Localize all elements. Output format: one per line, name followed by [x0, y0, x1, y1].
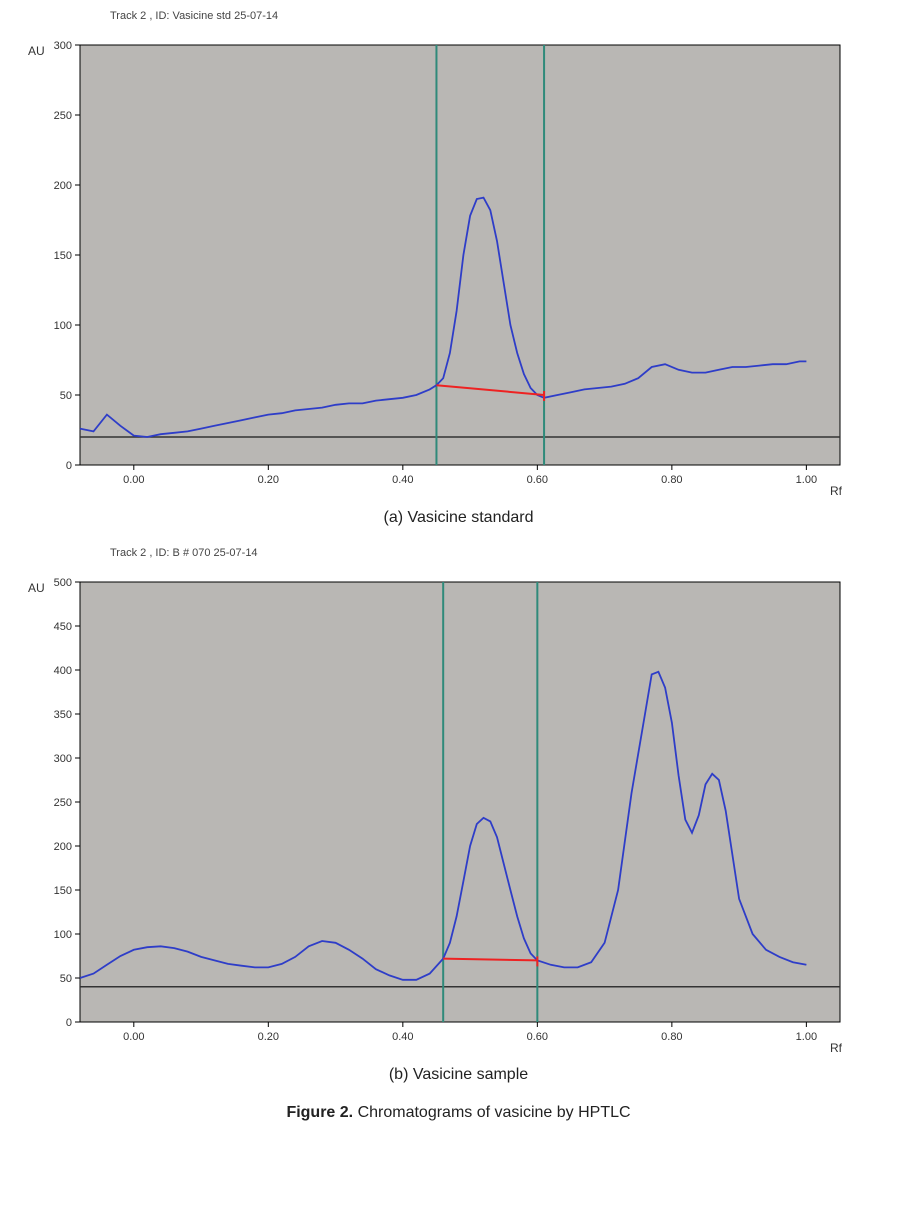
svg-text:0.80: 0.80 [661, 474, 682, 486]
svg-text:0.20: 0.20 [258, 474, 279, 486]
svg-text:400: 400 [54, 665, 72, 677]
svg-text:0.00: 0.00 [123, 474, 144, 486]
chart-b-svg: 0 50 100 150 200 250 300 350 400 450 500 0.00 0.20 0.… [10, 567, 870, 1062]
chart-b-track-label: Track 2 , ID: B # 070 25-07-14 [110, 547, 897, 559]
svg-text:1.00: 1.00 [796, 1031, 817, 1043]
svg-text:Rf: Rf [830, 1041, 843, 1055]
svg-text:0.20: 0.20 [258, 1031, 279, 1043]
svg-text:0.60: 0.60 [527, 474, 548, 486]
svg-text:450: 450 [54, 621, 72, 633]
svg-text:0.40: 0.40 [392, 1031, 413, 1043]
svg-text:200: 200 [54, 841, 72, 853]
svg-text:150: 150 [54, 885, 72, 897]
svg-text:Rf: Rf [830, 484, 843, 498]
chart-b-container: Track 2 , ID: B # 070 25-07-14 0 50 100 150… [10, 547, 897, 1084]
svg-text:0: 0 [66, 1017, 72, 1029]
svg-text:0.60: 0.60 [527, 1031, 548, 1043]
svg-text:350: 350 [54, 709, 72, 721]
svg-text:1.00: 1.00 [796, 474, 817, 486]
svg-text:300: 300 [54, 753, 72, 765]
chart-a-svg: 0 50 100 150 200 250 300 0.00 0.20 0.40 0.60 0.80 1.… [10, 30, 870, 505]
svg-text:100: 100 [54, 320, 72, 332]
svg-text:AU: AU [28, 581, 45, 595]
svg-text:AU: AU [28, 44, 45, 58]
figure-caption-rest: Chromatograms of vasicine by HPTLC [353, 1104, 630, 1121]
chart-a-container: Track 2 , ID: Vasicine std 25-07-14 0 50 1… [10, 10, 897, 527]
svg-text:0.00: 0.00 [123, 1031, 144, 1043]
svg-text:250: 250 [54, 110, 72, 122]
chart-a-track-label: Track 2 , ID: Vasicine std 25-07-14 [110, 10, 897, 22]
svg-text:200: 200 [54, 180, 72, 192]
svg-text:150: 150 [54, 250, 72, 262]
svg-text:250: 250 [54, 797, 72, 809]
svg-text:300: 300 [54, 40, 72, 52]
svg-text:500: 500 [54, 577, 72, 589]
svg-text:100: 100 [54, 929, 72, 941]
svg-text:0.80: 0.80 [661, 1031, 682, 1043]
svg-text:50: 50 [60, 973, 72, 985]
figure-caption-bold: Figure 2. [286, 1104, 353, 1121]
svg-text:0: 0 [66, 460, 72, 472]
svg-text:0.40: 0.40 [392, 474, 413, 486]
chart-b-subcaption: (b) Vasicine sample [10, 1066, 897, 1084]
chart-a-subcaption: (a) Vasicine standard [10, 509, 897, 527]
svg-text:50: 50 [60, 390, 72, 402]
figure-caption: Figure 2. Chromatograms of vasicine by H… [10, 1104, 897, 1122]
